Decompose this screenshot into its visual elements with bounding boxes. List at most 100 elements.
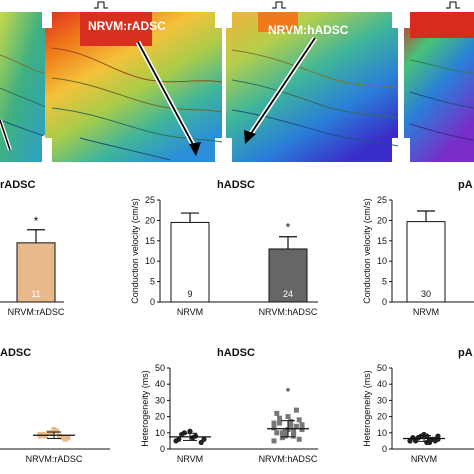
chart-panel-6: pA 0 10 20 30 40 50 Heterogeneity (ms) NRVM (362, 347, 474, 464)
chart-title: ADSC (0, 347, 31, 359)
y-tick-label: 25 (145, 195, 155, 205)
y-tick-label: 50 (155, 363, 165, 373)
chart-title: pA (458, 347, 473, 359)
significance-marker: * (286, 385, 291, 399)
y-axis-label: Conduction velocity (cm/s) (130, 198, 140, 304)
map-label-2: NRVM:hADSC (268, 23, 349, 37)
data-point (279, 435, 285, 441)
bar-n-label: 24 (283, 289, 293, 299)
data-point (274, 430, 280, 436)
data-point (271, 438, 277, 444)
data-point (282, 433, 288, 439)
y-axis-label: Heterogeneity (ms) (362, 370, 372, 447)
y-axis-label: Conduction velocity (cm/s) (362, 198, 372, 304)
significance-marker: * (34, 214, 39, 228)
y-tick-label: 0 (382, 297, 387, 307)
y-tick-label: 40 (155, 379, 165, 389)
data-point (40, 431, 46, 437)
y-axis-label: Heterogeneity (ms) (140, 370, 150, 447)
activation-map-panel-1 (0, 12, 49, 162)
data-point (279, 430, 285, 436)
bar-n-label: 9 (187, 289, 192, 299)
chart-title: hADSC (217, 179, 255, 191)
x-category-label: NRVM:hADSC (259, 307, 318, 317)
activation-map-panel-2: NRVM:rADSC (45, 1, 223, 162)
data-point (291, 431, 297, 437)
y-tick-label: 20 (377, 412, 387, 422)
y-tick-label: 15 (145, 236, 155, 246)
data-point (37, 433, 43, 439)
data-point (43, 433, 49, 439)
y-tick-label: 30 (377, 395, 387, 405)
y-tick-label: 0 (160, 444, 165, 454)
chart-title: hADSC (217, 347, 255, 359)
data-point (277, 420, 283, 426)
data-point (291, 428, 297, 434)
data-point (179, 431, 185, 438)
y-tick-label: 40 (377, 379, 387, 389)
data-point (277, 415, 283, 421)
y-tick-label: 20 (377, 215, 387, 225)
chart-panel-5: hADSC 0 10 20 30 40 50 Heterogeneity (ms) NRVM NR… (140, 347, 318, 464)
data-point (62, 436, 68, 442)
y-tick-label: 25 (377, 195, 387, 205)
stimulus-pulse-icon (272, 1, 286, 9)
data-point (288, 418, 294, 424)
chart-panel-1: rADSC NRVM:rADSC 11 * (0, 179, 65, 317)
y-tick-label: 5 (382, 277, 387, 287)
stimulus-pulse-icon (94, 1, 108, 9)
data-point (282, 428, 288, 434)
x-category-label: NRVM:hADSC (259, 454, 318, 464)
chart-panel-4: ADSC NRVM:rADSC (0, 347, 110, 464)
data-point (407, 438, 413, 444)
data-point (427, 439, 433, 446)
chart-title: rADSC (0, 179, 36, 191)
data-point (187, 428, 193, 434)
chart-panel-3: pA 0 5 10 15 20 25 Conduction velocity (cm/s) NR… (362, 179, 474, 317)
data-point (293, 407, 299, 413)
data-point (413, 438, 419, 444)
x-category-label: NRVM (413, 307, 439, 317)
y-tick-label: 0 (382, 444, 387, 454)
data-point (57, 433, 63, 439)
data-point (271, 420, 277, 426)
data-point (54, 428, 60, 434)
data-point (274, 410, 280, 416)
y-tick-label: 10 (145, 256, 155, 266)
map-label-1: NRVM:rADSC (88, 19, 166, 33)
stimulus-pulse-icon (446, 1, 460, 9)
data-point (432, 436, 438, 442)
y-tick-label: 50 (377, 363, 387, 373)
data-point (48, 430, 54, 436)
y-tick-label: 20 (145, 215, 155, 225)
chart-title: pA (458, 179, 473, 191)
y-tick-label: 20 (155, 412, 165, 422)
x-category-label: NRVM (177, 454, 203, 464)
x-category-label: NRVM (177, 307, 203, 317)
data-point (176, 436, 182, 442)
y-tick-label: 10 (377, 256, 387, 266)
y-tick-label: 0 (150, 297, 155, 307)
data-point (190, 435, 196, 441)
y-tick-label: 10 (377, 428, 387, 438)
bar-n-label: 30 (421, 289, 431, 299)
x-category-label: NRVM:rADSC (26, 454, 83, 464)
activation-map-panel-3: NRVM:hADSC (226, 1, 399, 162)
data-point (299, 422, 305, 428)
data-point (59, 435, 65, 441)
data-point (198, 439, 204, 446)
y-tick-label: 15 (377, 236, 387, 246)
data-point (45, 430, 51, 436)
bar (268, 248, 308, 303)
y-tick-label: 30 (155, 395, 165, 405)
data-point (296, 436, 302, 442)
x-category-label: NRVM:rADSC (8, 307, 65, 317)
data-point (288, 423, 294, 429)
bar-n-label: 11 (31, 289, 40, 299)
chart-panel-2: hADSC 0 5 10 15 20 25 Conduction velocity (cm/s… (130, 179, 318, 317)
data-point (51, 427, 57, 433)
bar (406, 221, 446, 303)
y-tick-label: 5 (150, 277, 155, 287)
data-point (299, 427, 305, 433)
activation-map-panel-4 (404, 1, 474, 162)
